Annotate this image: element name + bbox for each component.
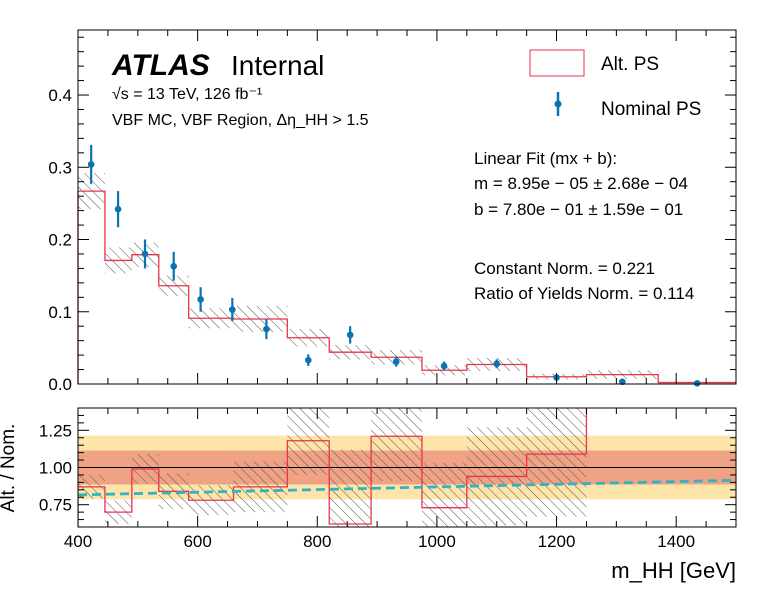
ratio-x-ticks: 400 600 800 1000 1200 1400 — [64, 408, 737, 551]
fit-title: Linear Fit (mx + b): — [474, 149, 617, 168]
nominal-point — [693, 379, 701, 387]
y-tick-label: 1.25 — [39, 421, 72, 440]
ratio-uncertainty-band — [421, 463, 467, 527]
nominal-point — [170, 262, 178, 270]
x-tick-label: 1000 — [418, 532, 456, 551]
fit-intercept: b = 7.80e − 01 ± 1.59e − 01 — [474, 200, 683, 219]
x-axis-label: m_HH [GeV] — [611, 558, 736, 583]
nominal-ps-points — [87, 144, 701, 387]
ratio-panel: 400 600 800 1000 1200 1400 0.75 1.00 1.25 Alt. … — [0, 407, 737, 583]
ratio-uncertainty-band — [287, 408, 330, 475]
x-tick-label: 600 — [183, 532, 211, 551]
nominal-point — [493, 360, 501, 368]
fit-slope: m = 8.95e − 05 ± 2.68e − 04 — [474, 174, 688, 193]
x-tick-label: 400 — [64, 532, 92, 551]
y-tick-label: 0.2 — [48, 231, 72, 250]
ratio-y-axis-label: Alt. / Nom. — [0, 424, 19, 513]
legend-nominal-label: Nominal PS — [601, 99, 701, 120]
y-tick-label: 0.3 — [48, 158, 72, 177]
constant-norm: Constant Norm. = 0.221 — [474, 259, 655, 278]
y-tick-label: 0.75 — [39, 496, 72, 515]
ratio-uncertainty-band — [329, 449, 372, 527]
nominal-point — [87, 161, 95, 168]
legend-nominal-marker — [554, 100, 562, 108]
atlas-label: ATLAS — [111, 49, 210, 82]
x-tick-label: 800 — [303, 532, 331, 551]
nominal-point — [197, 296, 204, 303]
main-panel: 0.0 0.1 0.2 0.3 0.4 ATLAS Internal √s = 13 T… — [48, 29, 737, 394]
ratio-y-ticks: 0.75 1.00 1.25 — [39, 414, 736, 521]
nominal-point — [229, 306, 236, 313]
nominal-point — [619, 378, 626, 386]
nominal-point — [305, 356, 312, 364]
ratio-yields-norm: Ratio of Yields Norm. = 0.114 — [474, 284, 694, 303]
ratio-uncertainty-band — [371, 408, 422, 481]
linear-fit-line — [78, 478, 736, 497]
nominal-point — [114, 205, 122, 213]
main-y-ticks: 0.0 0.1 0.2 0.3 0.4 — [48, 36, 736, 394]
region-text: VBF MC, VBF Region, Δη_HH > 1.5 — [112, 112, 369, 129]
main-x-ticks — [77, 30, 737, 384]
y-tick-label: 0.4 — [48, 86, 72, 105]
ratio-content — [78, 408, 736, 527]
y-tick-label: 0.0 — [48, 375, 72, 394]
energy-lumi-text: √s = 13 TeV, 126 fb⁻¹ — [112, 86, 262, 103]
ratio-step — [78, 408, 588, 527]
y-tick-label: 0.1 — [48, 303, 72, 322]
legend-alt-swatch — [529, 49, 585, 77]
legend-alt-label: Alt. PS — [601, 54, 659, 75]
y-tick-label: 1.00 — [39, 459, 72, 478]
x-tick-label: 1400 — [657, 532, 695, 551]
nominal-point — [263, 325, 270, 333]
nominal-point — [440, 362, 448, 370]
nominal-point — [346, 331, 354, 339]
nominal-point — [392, 358, 400, 365]
x-tick-label: 1200 — [538, 532, 576, 551]
legend: Alt. PS Nominal PS — [529, 49, 701, 120]
nominal-point — [141, 250, 149, 258]
ratio-uncertainty-band — [526, 408, 587, 517]
internal-label: Internal — [231, 50, 324, 81]
